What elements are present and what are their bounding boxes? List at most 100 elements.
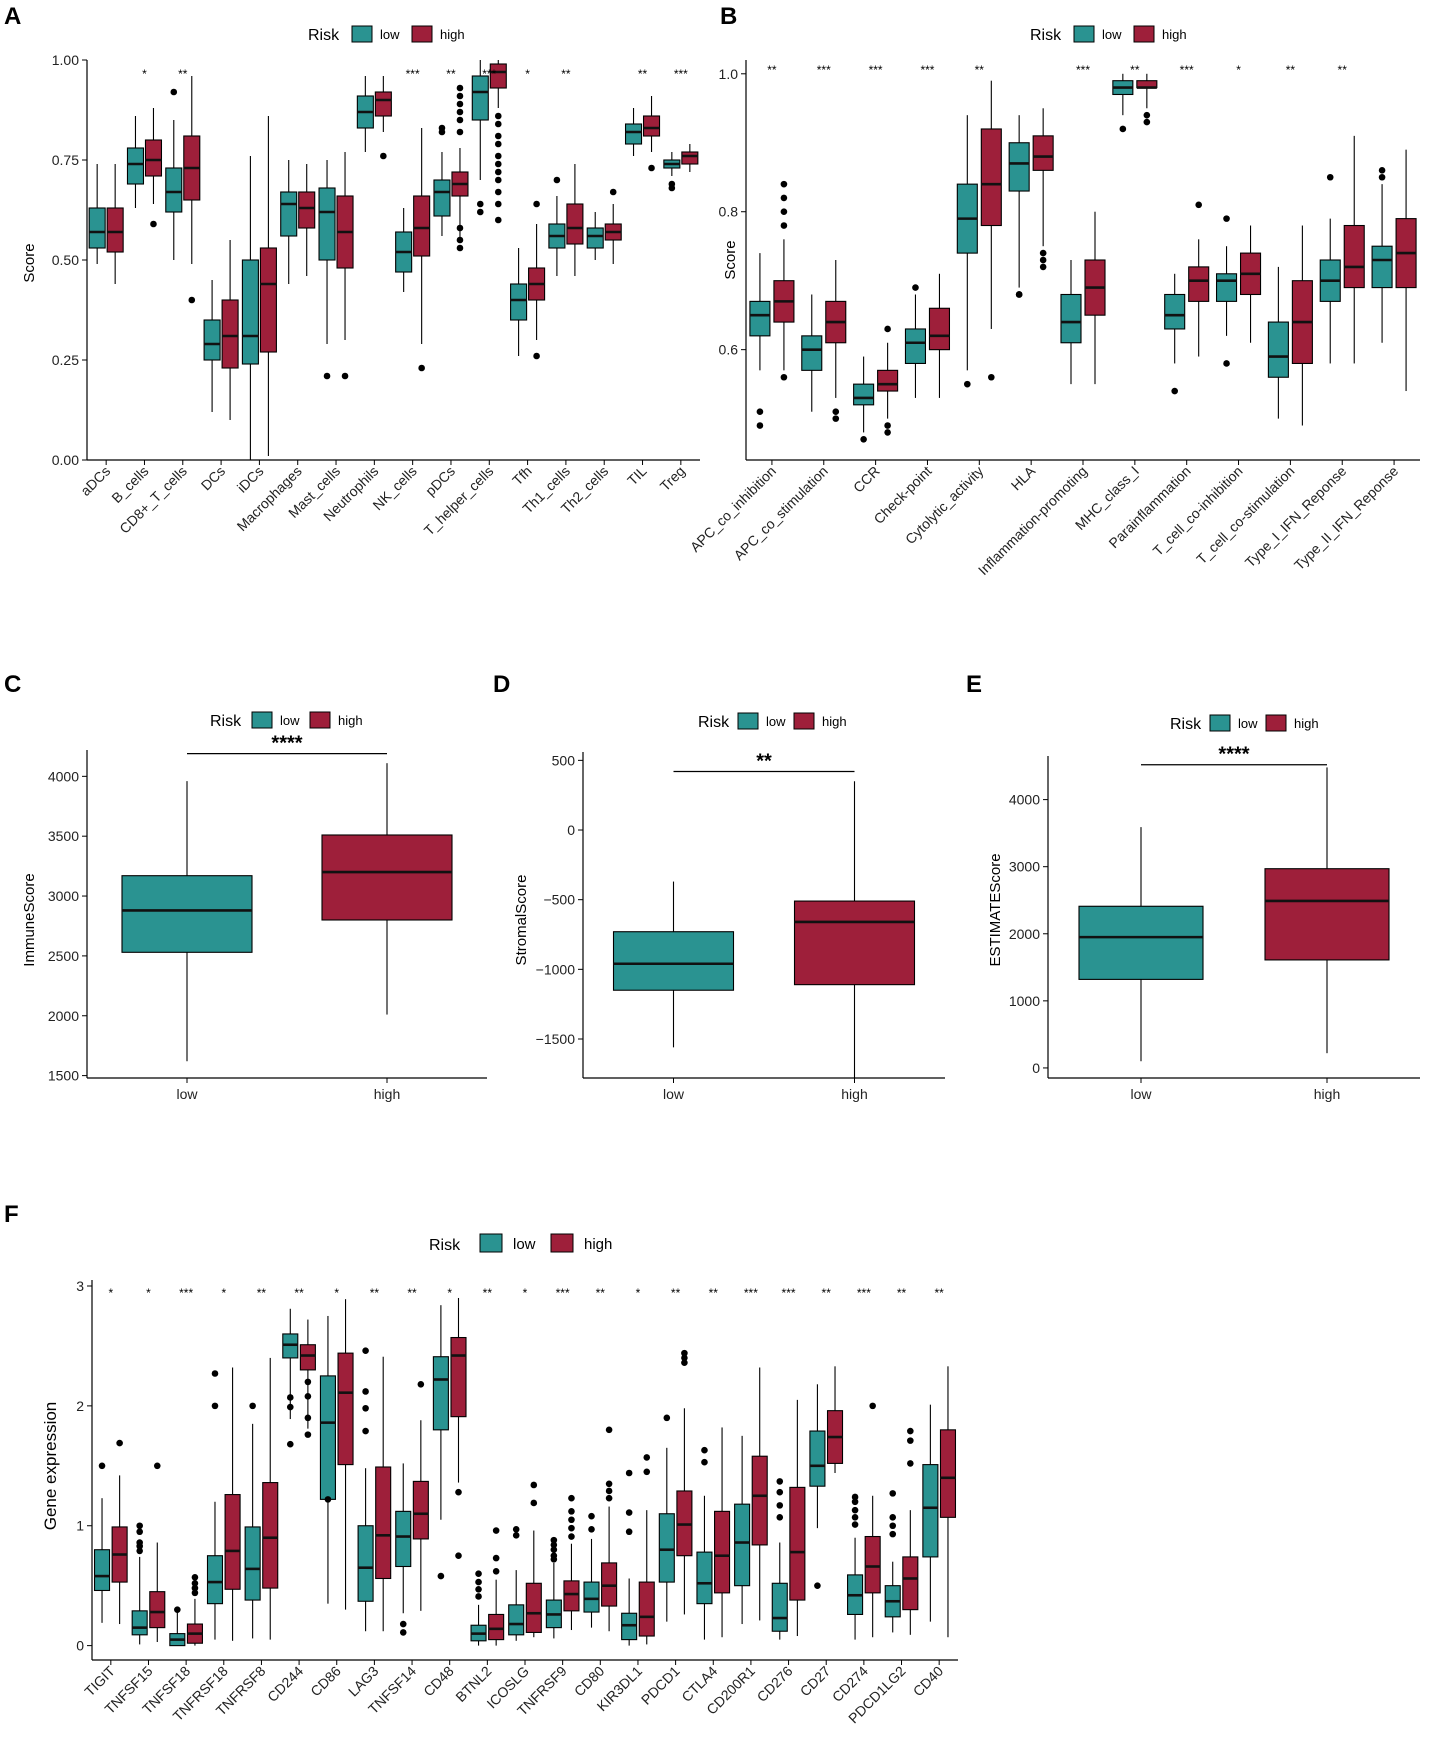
panel-b-category: HLA	[1008, 108, 1054, 493]
panel-f-box-high-box	[902, 1556, 919, 1611]
panel-a-box-low-box	[280, 191, 298, 237]
panel-a-box-low-box	[203, 319, 221, 361]
panel-b-significance: *	[1236, 63, 1241, 77]
panel-d-legend-low-key	[737, 712, 759, 730]
panel-f-box-high-outlier-1	[492, 1554, 500, 1562]
panel-c-ytick-label: 1500	[48, 1068, 79, 1084]
panel-b-box-low-box	[1008, 142, 1030, 192]
panel-f-box-low-box	[696, 1551, 713, 1605]
panel-f-box-high-box	[412, 1480, 429, 1540]
panel-a-box-high-outlier-10	[494, 216, 502, 224]
panel-a-box-low-box	[241, 259, 259, 365]
panel-f-legend-high-label: high	[584, 1236, 612, 1253]
panel-f-box-high-box	[337, 1352, 354, 1466]
panel-a-significance: *	[525, 67, 530, 81]
panel-a-box-low-box	[586, 227, 604, 249]
panel-a-box-high-outlier-4	[456, 92, 464, 100]
panel-a-significance: *	[142, 67, 147, 81]
panel-a-box-low-outlier-1	[668, 184, 676, 192]
panel-d-box-low-box	[612, 931, 735, 991]
panel-f-category: TNFRSF9***	[514, 1286, 580, 1719]
panel-f-significance: **	[370, 1286, 380, 1300]
panel-f: F Risk low high Gene expression 0 1 2 3TIGI…	[4, 1201, 958, 1726]
panel-f-box-low-outlier-4	[851, 1521, 859, 1528]
panel-a-significance: ***	[482, 67, 496, 81]
panel-a-box-low-box	[510, 283, 528, 321]
panel-f-box-high-outlier-0	[304, 1378, 312, 1386]
panel-a: A Risk low high Score 0.00 0.25 0.50 0.75 1.…	[4, 3, 700, 539]
panel-a-category: iDCs	[234, 116, 277, 496]
panel-a-box-low-outlier-0	[323, 372, 331, 380]
panel-a-category: aDCs	[77, 164, 124, 499]
panel-b-box-low-box	[1267, 321, 1289, 378]
panel-f-box-low-outlier-0	[889, 1490, 897, 1497]
panel-e-legend-low-label: low	[1238, 716, 1258, 731]
panel-f-category: TNFRSF8**	[213, 1286, 279, 1719]
panel-f-box-low-outlier-2	[625, 1528, 633, 1536]
panel-f-box-low-outlier-1	[136, 1528, 143, 1536]
panel-f-significance: **	[935, 1286, 945, 1300]
panel-f-significance: **	[822, 1286, 832, 1300]
panel-f-box-low-outlier-0	[588, 1512, 595, 1520]
panel-a-box-low-box	[624, 123, 643, 145]
panel-a-xtick-label: iDCs	[234, 463, 267, 496]
panel-a-box-high-outlier-2	[456, 108, 464, 116]
panel-f-box-high-outlier-3	[605, 1494, 613, 1502]
panel-f-xtick-label: CD40	[910, 1663, 947, 1700]
panel-f-box-high-outlier-2	[907, 1460, 914, 1467]
panel-b-box-high-outlier-0	[832, 408, 840, 416]
panel-f-significance: ***	[556, 1286, 570, 1300]
panel-f-label: F	[4, 1201, 19, 1228]
panel-a-box-high-outlier-0	[188, 296, 196, 304]
panel-f-category: TNFRSF18*	[170, 1286, 241, 1724]
panel-f-significance: **	[294, 1286, 304, 1300]
panel-a-box-low-box	[165, 167, 183, 213]
panel-f-box-high-outlier-1	[907, 1437, 914, 1444]
panel-f-ytick-label: 1	[76, 1518, 84, 1534]
panel-e-ytick-label: 4000	[1009, 792, 1040, 808]
panel-b-box-high-outlier-1	[884, 422, 891, 429]
panel-c-bracket-label: ****	[271, 733, 302, 755]
panel-f-significance: *	[146, 1286, 151, 1300]
panel-f-box-low-outlier-1	[776, 1488, 784, 1496]
panel-f-box-low-outlier-1	[211, 1402, 219, 1410]
panel-f-legend-low-key	[479, 1233, 503, 1253]
panel-a-box-low-outlier-0	[476, 200, 484, 208]
panel-a-box-high-outlier-0	[494, 112, 502, 120]
panel-e-ytick-label: 0	[1032, 1060, 1040, 1076]
panel-f-significance: **	[407, 1286, 417, 1300]
panel-a-xtick-label: T_helper_cells	[421, 463, 497, 539]
panel-a-box-high-outlier-0	[533, 200, 540, 208]
panel-b-box-low-box	[1215, 273, 1238, 302]
panel-f-category: CD40 **	[910, 1286, 957, 1700]
panel-f-legend-title: Risk	[429, 1237, 461, 1254]
panel-f-box-low-outlier-1	[889, 1514, 897, 1521]
panel-a-box-high-box	[298, 191, 316, 229]
panel-f-box-high-box	[488, 1613, 505, 1641]
panel-f-category: TNFSF15*	[101, 1286, 166, 1717]
panel-a-box-high-outlier-8	[494, 188, 502, 196]
panel-b-box-low-outlier-0	[1171, 387, 1178, 395]
panel-e-xtick-label: low	[1130, 1086, 1152, 1102]
panel-a-box-high-box	[681, 151, 699, 165]
panel-c-legend-high-key	[309, 711, 331, 729]
panel-f-category: CD274***	[829, 1286, 881, 1705]
panel-b-box-high-outlier-3	[780, 222, 788, 229]
panel-b-ytick-label: 0.8	[719, 204, 739, 220]
panel-c-legend-high-label: high	[338, 713, 363, 728]
panel-b-legend-high-label: high	[1162, 27, 1187, 42]
panel-b-ytick-label: 1.0	[719, 66, 739, 82]
panel-f-ytick-label: 0	[76, 1638, 84, 1654]
panel-a-box-high-box	[566, 203, 584, 245]
panel-f-box-low-box	[809, 1430, 826, 1487]
panel-b-box-high-box	[1343, 224, 1365, 289]
panel-b-box-low-outlier-1	[1378, 173, 1386, 181]
panel-f-box-low-box	[206, 1555, 224, 1605]
panel-b-significance: ***	[1076, 63, 1090, 77]
panel-f-box-low-outlier-0	[701, 1446, 708, 1454]
panel-f-significance: *	[334, 1286, 339, 1300]
panel-f-box-high-outlier-0	[455, 1488, 462, 1496]
panel-f-box-low-box	[658, 1513, 675, 1583]
panel-a-ytick-label: 0.50	[52, 252, 79, 268]
panel-b-box-low-box	[1164, 293, 1186, 330]
